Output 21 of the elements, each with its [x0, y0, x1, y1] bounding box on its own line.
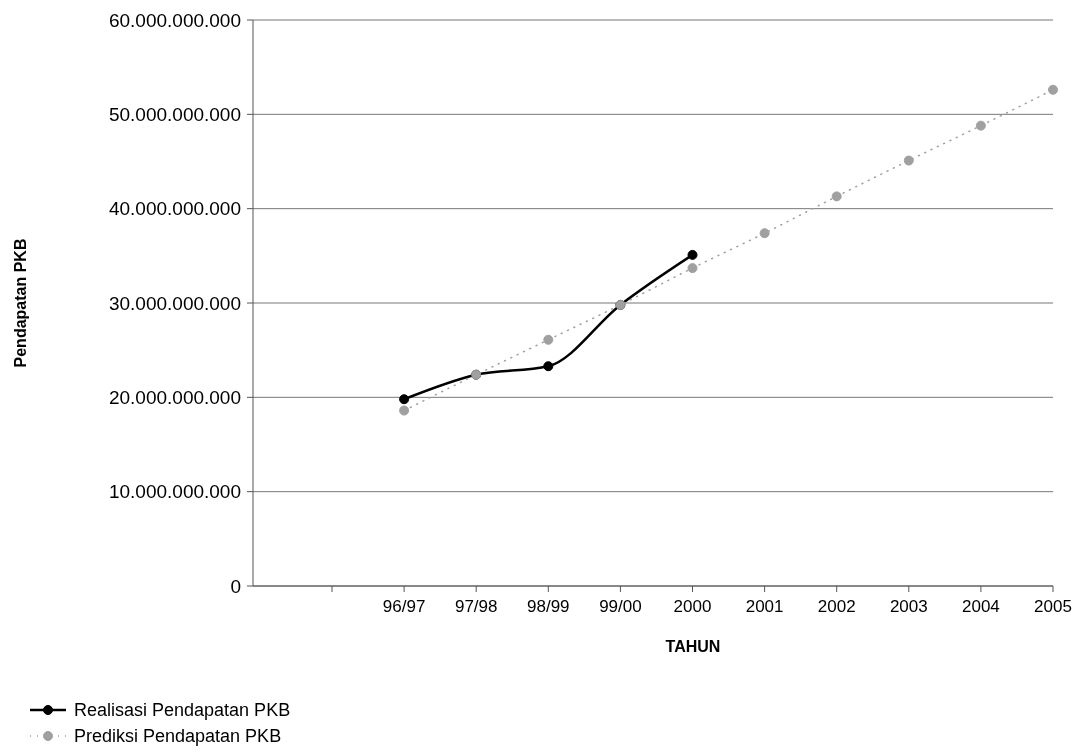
y-tick-label: 10.000.000.000: [108, 481, 241, 503]
y-tick-label: 0: [230, 575, 241, 597]
y-tick-label: 50.000.000.000: [108, 103, 241, 125]
x-tick-label: 97/98: [454, 597, 498, 616]
x-tick-label: 2002: [817, 597, 856, 616]
x-tick-label: 2001: [745, 597, 784, 616]
legend-label: Prediksi Pendapatan PKB: [74, 726, 282, 747]
x-tick-label: 99/00: [599, 597, 642, 616]
y-tick-label: 60.000.000.000: [108, 9, 241, 31]
legend-label: Realisasi Pendapatan PKB: [74, 700, 291, 721]
y-tick-label: 40.000.000.000: [108, 198, 241, 220]
x-axis-title: TAHUN: [665, 638, 721, 655]
x-tick-label: 98/99: [527, 597, 570, 616]
y-axis-title: Pendapatan PKB: [12, 238, 29, 368]
x-tick-label: 2003: [889, 597, 928, 616]
y-tick-label: 20.000.000.000: [108, 386, 241, 408]
x-tick-label: 2000: [673, 597, 712, 616]
x-tick-label: 2004: [961, 597, 1000, 616]
x-tick-label: 2005: [1034, 597, 1072, 616]
x-tick-label: 96/97: [382, 597, 426, 616]
y-tick-label: 30.000.000.000: [108, 292, 241, 314]
